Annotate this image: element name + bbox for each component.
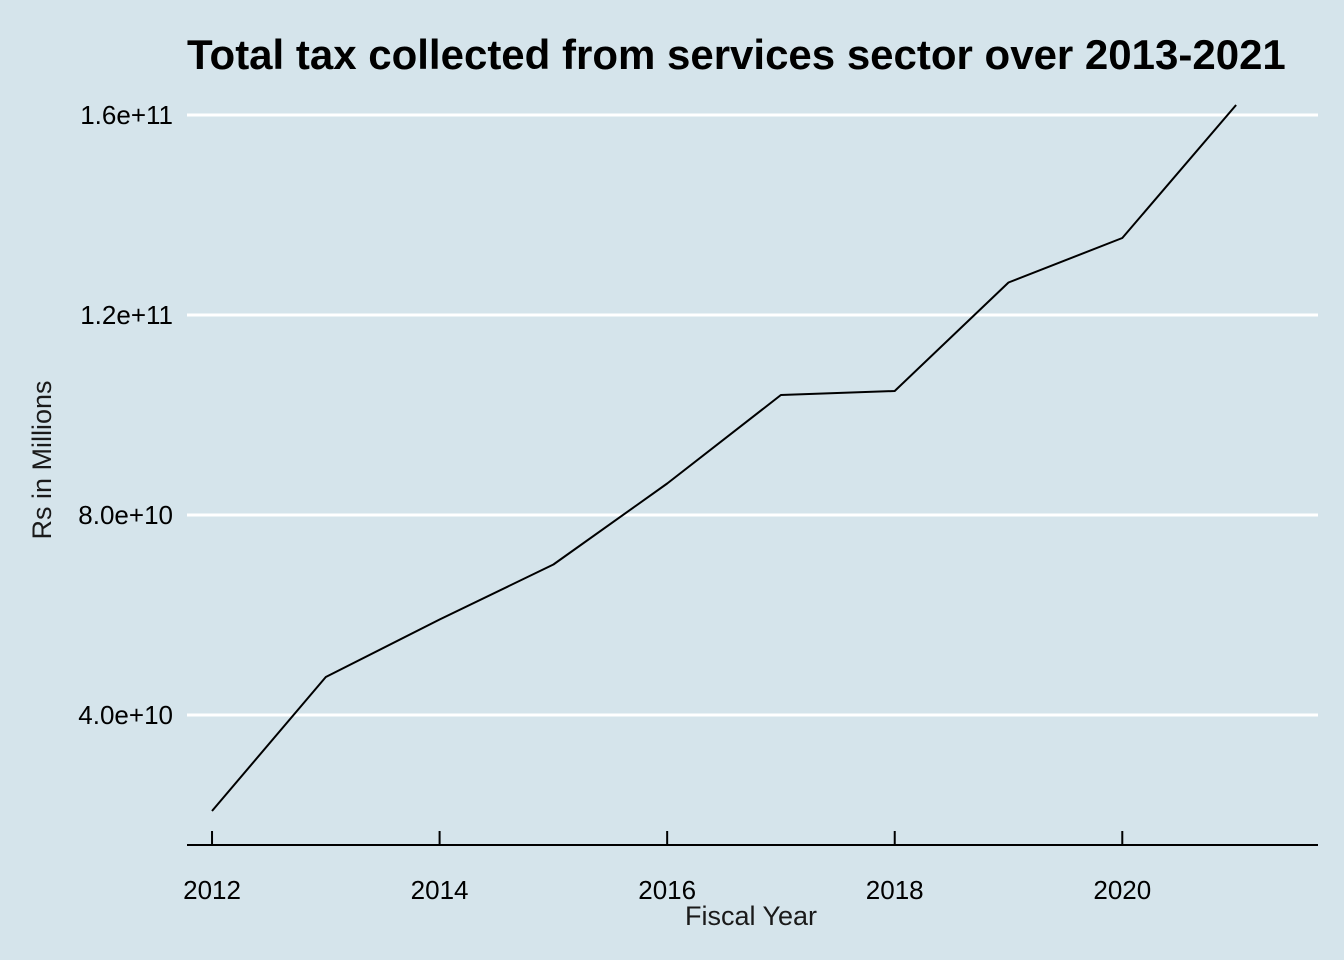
x-tick-label: 2012 — [183, 875, 241, 905]
y-tick-label: 8.0e+10 — [78, 500, 173, 530]
series-layer — [211, 104, 1237, 812]
chart-title: Total tax collected from services sector… — [187, 31, 1286, 78]
y-axis-tick-labels: 4.0e+10 8.0e+10 1.2e+11 1.6e+11 — [78, 100, 173, 730]
x-axis — [187, 831, 1318, 846]
y-tick-label: 1.2e+11 — [80, 300, 173, 330]
series-line — [211, 104, 1237, 812]
y-tick-label: 4.0e+10 — [78, 700, 173, 730]
x-axis-tick-labels: 2012 2014 2016 2018 2020 — [183, 875, 1151, 905]
y-tick-label: 1.6e+11 — [80, 100, 173, 130]
x-tick-label: 2014 — [411, 875, 469, 905]
x-axis-label: Fiscal Year — [685, 901, 817, 931]
y-axis-label: Rs in Millions — [27, 380, 57, 539]
x-tick-label: 2018 — [866, 875, 924, 905]
x-tick-label: 2020 — [1093, 875, 1151, 905]
x-tick-label: 2016 — [638, 875, 696, 905]
gridlines — [187, 113, 1318, 717]
